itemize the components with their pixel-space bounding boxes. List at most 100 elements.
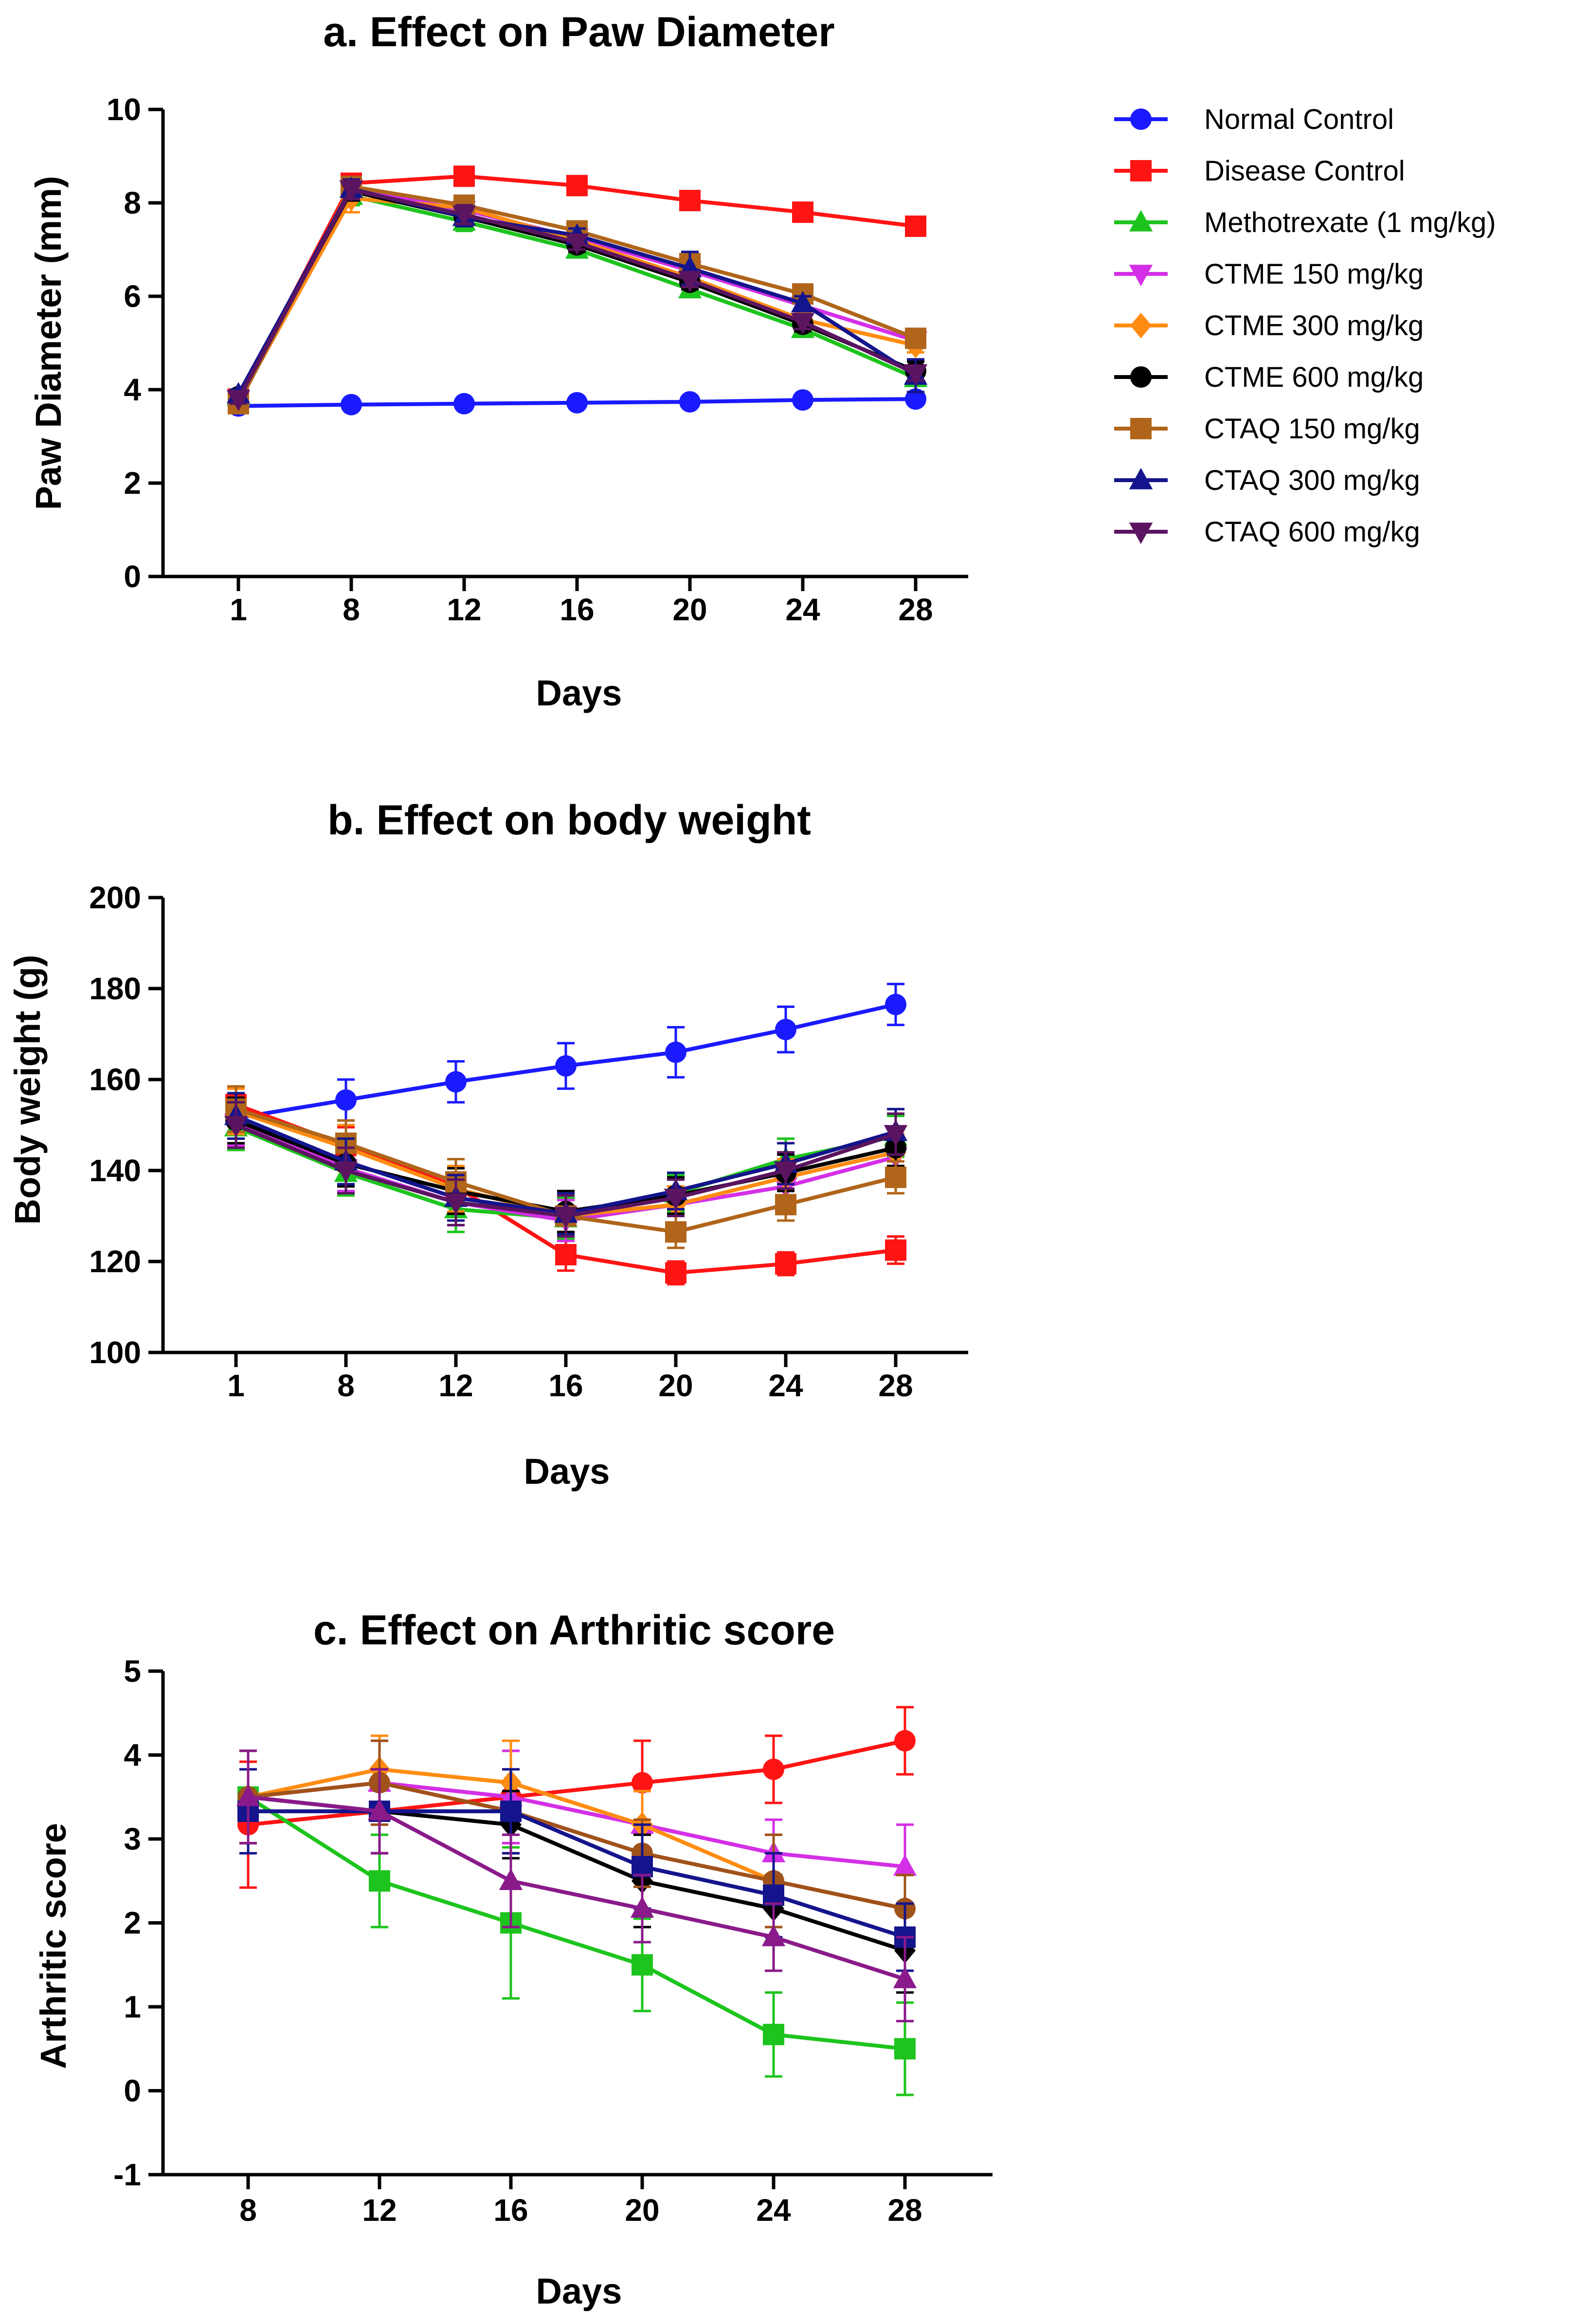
chart-b-y-tick-label: 120 [89, 1244, 141, 1279]
chart-c-ylabel: Arthritic score [33, 1823, 73, 2069]
legend-marker [1130, 366, 1152, 388]
chart-a-data-point [679, 190, 701, 212]
chart-b-data-point [444, 1193, 468, 1215]
chart-a-title: a. Effect on Paw Diameter [323, 9, 834, 55]
chart-a-data-point [903, 364, 928, 386]
chart-a-data-point [226, 390, 251, 412]
chart-c-data-point [630, 1896, 654, 1918]
chart-a-y-tick-label: 0 [124, 559, 141, 594]
chart-b-data-point [775, 1253, 796, 1275]
chart-b-x-tick-label: 16 [548, 1368, 583, 1403]
chart-c-data-point [369, 1870, 390, 1892]
chart-c-title: c. Effect on Arthritic score [313, 1607, 835, 1654]
chart-b-data-point [555, 1243, 577, 1265]
chart-a-data-point [905, 388, 926, 410]
chart-c-series-line [248, 1739, 905, 1827]
chart-c-y-tick-label: 5 [124, 1654, 141, 1689]
chart-b-data-point [665, 1221, 686, 1243]
chart-b-y-tick-label: 200 [89, 880, 141, 915]
chart-b-data-point [775, 1019, 796, 1041]
chart-c-y-tick-label: 4 [124, 1738, 141, 1773]
chart-a-data-point [453, 165, 475, 187]
chart-c-data-point [893, 1854, 917, 1876]
chart-a-data-point [905, 327, 926, 349]
chart-b-data-point [664, 1189, 688, 1210]
chart-c-x-tick-label: 24 [756, 2193, 791, 2228]
chart-a-data-point [792, 201, 813, 223]
chart-b-data-point [554, 1207, 578, 1228]
chart-b-data-point [885, 993, 906, 1015]
chart-c-data-point [763, 1884, 784, 1906]
legend-marker [1129, 468, 1153, 489]
chart-c-x-tick-label: 20 [625, 2193, 659, 2228]
chart-c-data-point [632, 1954, 653, 1976]
chart-a-data-point [341, 394, 362, 415]
legend-label: Methotrexate (1 mg/kg) [1204, 207, 1496, 238]
chart-c-y-tick-label: 1 [124, 1989, 141, 2024]
chart-a-data-point [791, 291, 815, 313]
chart-a-x-tick-label: 1 [230, 592, 247, 627]
chart-c-y-tick-label: -1 [113, 2157, 141, 2192]
legend-label: CTAQ 600 mg/kg [1204, 516, 1420, 548]
chart-c-y-tick-label: 2 [124, 1906, 141, 1941]
chart-b-data-point [445, 1071, 467, 1093]
chart-c-data-point [499, 1868, 523, 1890]
chart-b-xlabel: Days [524, 1451, 610, 1492]
chart-a-ylabel: Paw Diameter (mm) [28, 176, 69, 510]
chart-b-x-tick-label: 20 [658, 1368, 693, 1403]
chart-b-x-tick-label: 8 [337, 1368, 355, 1403]
chart-b-data-point [884, 1125, 908, 1147]
chart-c-data-point [632, 1856, 653, 1877]
chart-c-data-point [763, 2023, 784, 2045]
chart-b-data-point [335, 1089, 357, 1111]
legend-label: Normal Control [1204, 104, 1394, 135]
chart-a-series-8 [226, 179, 928, 412]
chart-a-y-tick-label: 2 [124, 466, 141, 501]
chart-b-x-tick-label: 28 [878, 1368, 913, 1403]
chart-c-data-point [632, 1772, 653, 1794]
chart-c-series-line [247, 1795, 905, 2051]
chart-a-series-0 [228, 388, 926, 417]
legend-marker [1129, 265, 1153, 287]
chart-c-x-tick-label: 12 [362, 2193, 397, 2228]
chart-a-data-point [566, 392, 588, 414]
chart-c-x-tick-label: 16 [493, 2193, 528, 2228]
chart-b-x-tick-label: 12 [438, 1368, 473, 1403]
chart-b-data-point [555, 1055, 577, 1077]
chart-a-data-point [566, 175, 588, 197]
chart-a-data-point [679, 391, 701, 413]
chart-a-y-tick-label: 8 [124, 185, 141, 220]
chart-a-x-tick-label: 8 [343, 592, 360, 627]
chart-c-data-point [236, 1784, 260, 1806]
legend-item: CTME 150 mg/kg [1114, 258, 1424, 290]
chart-c-y-tick-label: 3 [124, 1821, 141, 1856]
chart-a-data-point [905, 216, 926, 237]
chart-a-data-point [792, 389, 813, 411]
chart-b-x-tick-label: 24 [768, 1368, 803, 1403]
chart-a-data-point [452, 205, 476, 227]
chart-b-y-tick-label: 100 [89, 1335, 141, 1370]
chart-a-data-point [565, 233, 589, 255]
chart-a-data-point [678, 270, 702, 292]
chart-c-x-tick-label: 28 [887, 2193, 922, 2228]
chart-c-y-tick-label: 0 [124, 2073, 141, 2108]
chart-c-data-point [894, 2038, 916, 2060]
chart-b-data-point [774, 1161, 798, 1183]
chart-b-plot: 100 120 140 160 180 200 1 8 12 16 20 24 28 [89, 880, 968, 1403]
chart-b-data-point [665, 1262, 686, 1284]
chart-c-data-point [500, 1801, 522, 1822]
chart-a-x-tick-label: 12 [447, 592, 481, 627]
chart-b-data-point [224, 1116, 248, 1137]
chart-b-data-point [885, 1239, 906, 1261]
legend-marker [1130, 108, 1152, 130]
chart-a-x-tick-label: 24 [785, 592, 820, 627]
legend-item: CTME 300 mg/kg [1114, 310, 1424, 342]
chart-c-series-line [248, 1781, 905, 1911]
chart-b-x-tick-label: 1 [227, 1368, 245, 1403]
legend-item: CTME 600 mg/kg [1114, 361, 1424, 393]
chart-a-y-tick-label: 10 [107, 92, 141, 127]
legend-item: CTAQ 600 mg/kg [1114, 516, 1420, 548]
legend-marker [1130, 418, 1152, 439]
legend-item: Methotrexate (1 mg/kg) [1114, 207, 1496, 238]
